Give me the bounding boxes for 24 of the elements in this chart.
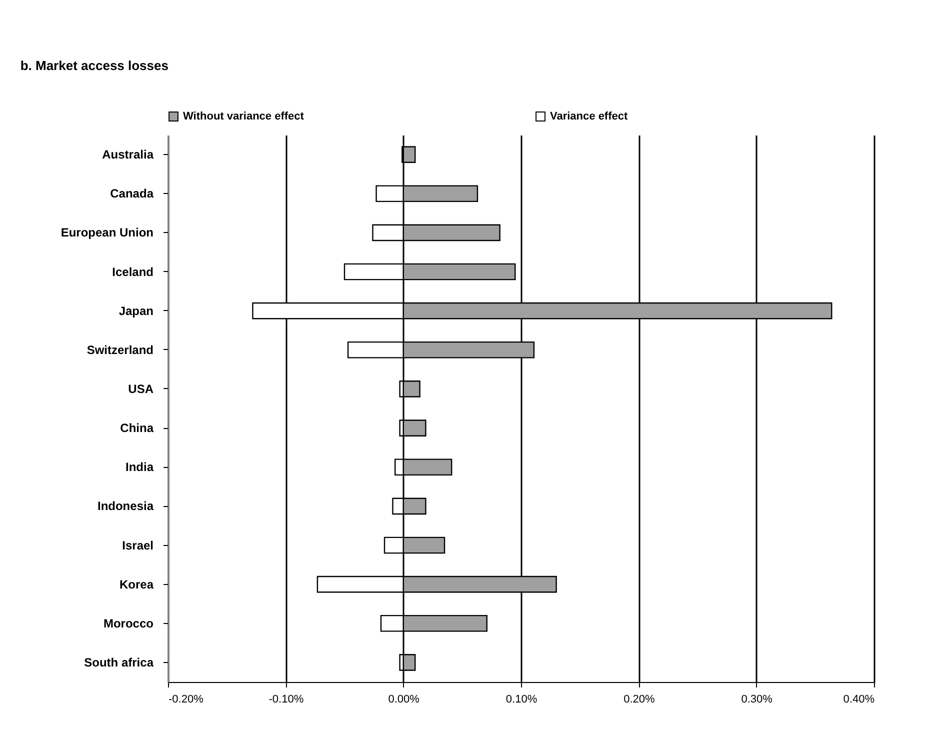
y-tick-label: Canada [110, 186, 154, 201]
chart-title: b. Market access losses [20, 58, 168, 73]
x-tick-label: 0.30% [741, 694, 773, 706]
x-tick-label: 0.00% [388, 694, 420, 706]
y-tick-label: Switzerland [86, 342, 154, 357]
y-tick-label: Australia [102, 148, 154, 162]
y-tick-label: South africa [84, 655, 154, 670]
legend-label: Variance effect [550, 110, 628, 123]
y-tick-label: Israel [122, 538, 154, 552]
y-tick-label: European Union [60, 226, 154, 240]
y-tick-label: Japan [118, 304, 154, 318]
y-tick-label: Korea [119, 577, 154, 592]
y-tick-label: Indonesia [97, 499, 154, 514]
y-tick-label: China [120, 421, 154, 436]
x-tick-label: -0.20% [168, 694, 204, 706]
x-tick-label: 0.40% [843, 694, 875, 706]
x-tick-label: 0.10% [506, 694, 538, 706]
x-tick-label: 0.20% [624, 694, 655, 706]
x-tick-label: -0.10% [268, 694, 304, 706]
y-tick-label: USA [128, 382, 154, 396]
legend-label: Without variance effect [183, 110, 304, 123]
y-tick-label: Morocco [103, 616, 154, 630]
y-tick-label: India [125, 460, 154, 474]
y-tick-label: Iceland [112, 264, 154, 279]
